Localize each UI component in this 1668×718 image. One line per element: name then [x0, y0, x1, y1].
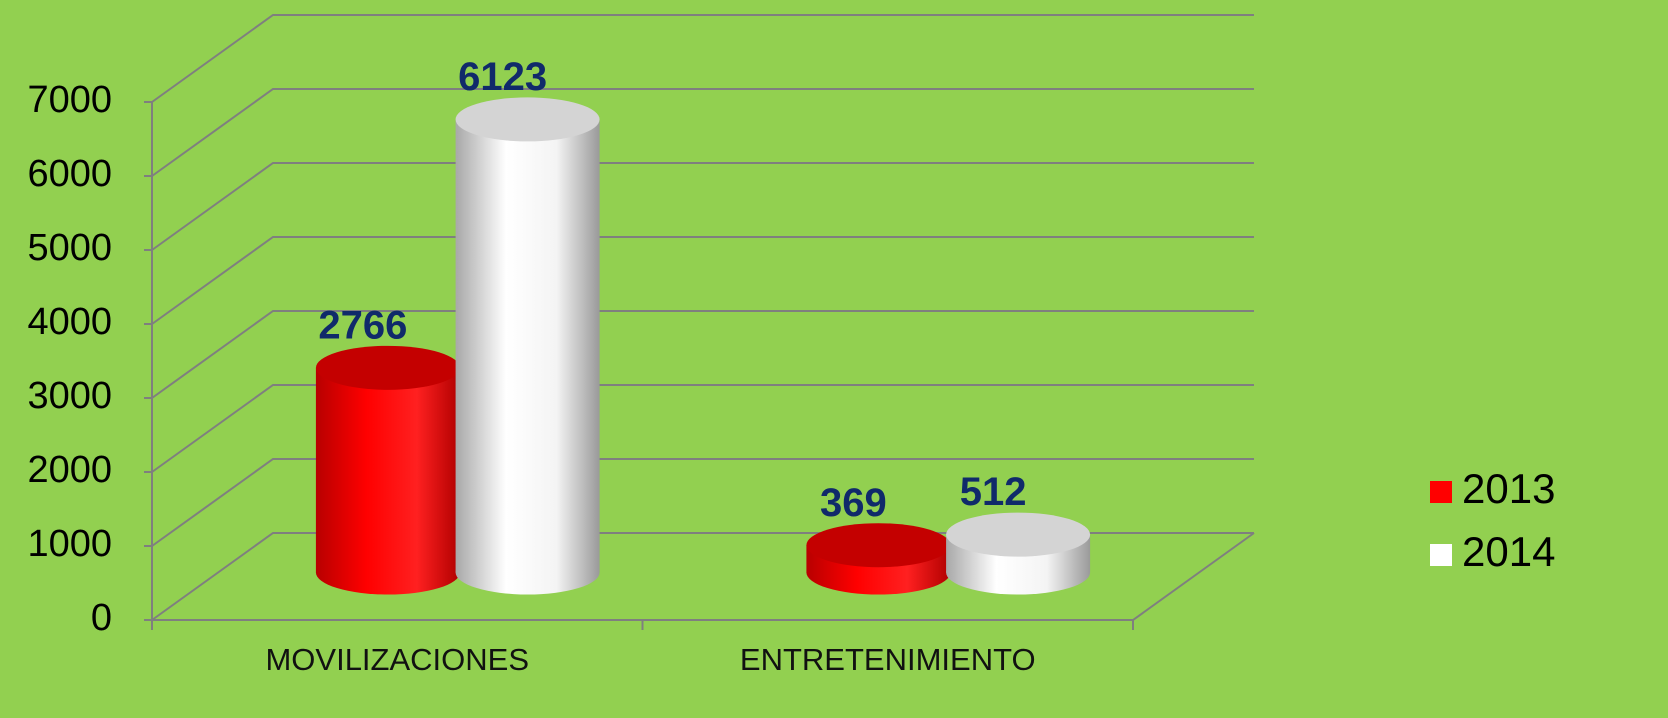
grid-line: [151, 458, 1254, 547]
bar: [455, 97, 600, 595]
y-tick-label: 2000: [27, 449, 112, 491]
legend-label: 2013: [1462, 465, 1555, 512]
grid-line: [151, 236, 1254, 325]
bar-body: [315, 367, 460, 573]
data-label: 6123: [458, 55, 547, 99]
bar-top: [946, 512, 1091, 557]
data-label: 512: [960, 470, 1027, 514]
data-label: 2766: [318, 303, 407, 347]
bar-top: [315, 345, 460, 390]
bar: [315, 345, 460, 595]
x-tick-label: ENTRETENIMIENTO: [740, 642, 1036, 677]
y-tick-label: 5000: [27, 227, 112, 269]
y-tick-label: 6000: [27, 153, 112, 195]
grid-line: [151, 384, 1254, 473]
bar-top: [806, 523, 951, 568]
y-tick-label: 3000: [27, 375, 112, 417]
y-tick-label: 0: [91, 597, 112, 639]
grid-line: [151, 14, 1254, 103]
legend-swatch: [1430, 481, 1452, 503]
bar: [806, 523, 951, 595]
bar: [946, 512, 1091, 595]
data-label: 369: [820, 481, 887, 525]
legend-label: 2014: [1462, 528, 1555, 575]
grid-line: [151, 88, 1254, 177]
y-tick-label: 7000: [27, 79, 112, 121]
grid-line: [151, 310, 1254, 399]
bar-body: [455, 119, 600, 573]
bar-top: [455, 97, 600, 142]
y-tick-label: 4000: [27, 301, 112, 343]
x-tick-label: MOVILIZACIONES: [265, 642, 529, 677]
legend-swatch: [1430, 544, 1452, 566]
y-tick-label: 1000: [27, 523, 112, 565]
grid-line: [151, 162, 1254, 251]
